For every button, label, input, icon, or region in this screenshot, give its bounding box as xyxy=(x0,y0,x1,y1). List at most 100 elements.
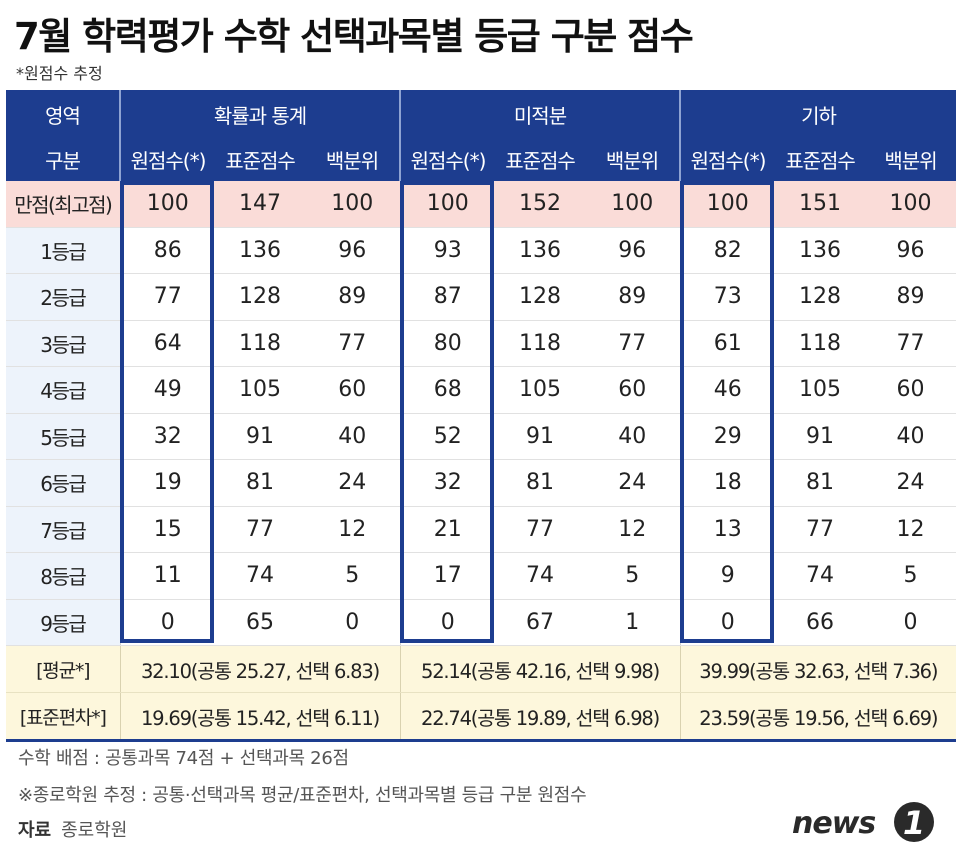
full-score-row: 만점(최고점) 100 147 100 100 152 100 100 151 100 xyxy=(6,181,957,228)
subcol-standard: 표준점수 xyxy=(495,138,585,181)
score-cell: 91 xyxy=(495,413,585,460)
subcol-raw: 원점수(*) xyxy=(679,138,776,181)
score-cell: 11 xyxy=(119,552,215,600)
row-label: 4등급 xyxy=(6,366,120,414)
footnote-estimate: ※종로학원 추정 : 공통·선택과목 평균/표준편차, 선택과목별 등급 구분 … xyxy=(18,785,587,806)
row-label: 3등급 xyxy=(6,320,120,367)
score-cell: 86 xyxy=(119,227,215,274)
score-cell: 1 xyxy=(585,599,681,646)
score-cell: 118 xyxy=(775,320,866,367)
row-label: 1등급 xyxy=(6,227,120,274)
score-cell: 96 xyxy=(865,227,957,274)
score-cell: 66 xyxy=(775,599,866,646)
score-cell: 91 xyxy=(215,413,305,460)
score-cell: 0 xyxy=(119,599,215,646)
summary-label: [평균*] xyxy=(6,645,120,693)
summary-cell: 52.14(공통 42.16, 선택 9.98) xyxy=(399,645,681,693)
score-cell: 128 xyxy=(775,273,866,321)
grade-row: 4등급 49 105 60 68 105 60 46 105 60 xyxy=(6,366,957,414)
score-cell: 128 xyxy=(215,273,305,321)
raw-score-note: *원점수 추정 xyxy=(16,64,103,83)
score-cell: 100 xyxy=(119,181,215,228)
score-cell: 40 xyxy=(585,413,681,460)
score-cell: 52 xyxy=(399,413,495,460)
score-cell: 73 xyxy=(679,273,776,321)
score-cell: 105 xyxy=(215,366,305,414)
score-cell: 81 xyxy=(215,459,305,507)
score-cell: 0 xyxy=(865,599,957,646)
score-cell: 68 xyxy=(399,366,495,414)
score-cell: 100 xyxy=(679,181,776,228)
score-cell: 80 xyxy=(399,320,495,367)
score-cell: 74 xyxy=(775,552,866,600)
subcol-standard: 표준점수 xyxy=(775,138,866,181)
score-cell: 0 xyxy=(305,599,400,646)
score-cell: 77 xyxy=(119,273,215,321)
score-cell: 60 xyxy=(865,366,957,414)
score-cell: 128 xyxy=(495,273,585,321)
score-cell: 40 xyxy=(865,413,957,460)
subcol-percentile: 백분위 xyxy=(305,138,400,181)
score-cell: 61 xyxy=(679,320,776,367)
score-cell: 0 xyxy=(399,599,495,646)
summary-cell: 19.69(공통 15.42, 선택 6.11) xyxy=(119,692,400,742)
grade-row: 9등급 0 65 0 0 67 1 0 66 0 xyxy=(6,599,957,646)
average-row: [평균*] 32.10(공통 25.27, 선택 6.83) 52.14(공통 42… xyxy=(6,645,957,693)
score-cell: 24 xyxy=(305,459,400,507)
header-row-label: 구분 xyxy=(6,138,120,181)
row-label: 9등급 xyxy=(6,599,120,646)
score-cell: 5 xyxy=(865,552,957,600)
score-cell: 5 xyxy=(585,552,681,600)
score-cell: 12 xyxy=(305,506,400,553)
subject-header-calculus: 미적분 xyxy=(398,90,681,138)
score-cell: 151 xyxy=(775,181,866,228)
score-cell: 64 xyxy=(119,320,215,367)
grade-rows: 만점(최고점) 100 147 100 100 152 100 100 151 100 1등급 86 1… xyxy=(6,181,957,646)
std-dev-row: [표준편차*] 19.69(공통 15.42, 선택 6.11) 22.74(공통 … xyxy=(6,692,957,742)
score-cell: 60 xyxy=(305,366,400,414)
row-label: 7등급 xyxy=(6,506,120,553)
score-cell: 96 xyxy=(305,227,400,274)
footnote-scoring: 수학 배점 : 공통과목 74점 + 선택과목 26점 xyxy=(18,748,349,769)
row-label: 6등급 xyxy=(6,459,120,507)
score-cell: 91 xyxy=(775,413,866,460)
score-cell: 0 xyxy=(679,599,776,646)
grade-row: 1등급 86 136 96 93 136 96 82 136 96 xyxy=(6,227,957,274)
score-cell: 18 xyxy=(679,459,776,507)
score-cell: 87 xyxy=(399,273,495,321)
grade-row: 3등급 64 118 77 80 118 77 61 118 77 xyxy=(6,320,957,367)
score-cell: 77 xyxy=(305,320,400,367)
score-cell: 24 xyxy=(585,459,681,507)
score-cell: 89 xyxy=(865,273,957,321)
score-cell: 105 xyxy=(775,366,866,414)
score-cell: 77 xyxy=(585,320,681,367)
subcol-percentile: 백분위 xyxy=(865,138,957,181)
score-cell: 29 xyxy=(679,413,776,460)
grade-row: 5등급 32 91 40 52 91 40 29 91 40 xyxy=(6,413,957,460)
grade-row: 6등급 19 81 24 32 81 24 18 81 24 xyxy=(6,459,957,507)
score-cell: 19 xyxy=(119,459,215,507)
row-label: 5등급 xyxy=(6,413,120,460)
score-cell: 118 xyxy=(215,320,305,367)
subcol-standard: 표준점수 xyxy=(215,138,305,181)
score-cell: 100 xyxy=(865,181,957,228)
news1-logo: news 1 xyxy=(792,802,934,842)
score-cell: 96 xyxy=(585,227,681,274)
score-cell: 147 xyxy=(215,181,305,228)
score-cell: 65 xyxy=(215,599,305,646)
score-cell: 136 xyxy=(775,227,866,274)
score-cell: 12 xyxy=(865,506,957,553)
score-cell: 9 xyxy=(679,552,776,600)
grade-row: 7등급 15 77 12 21 77 12 13 77 12 xyxy=(6,506,957,553)
score-cell: 77 xyxy=(215,506,305,553)
score-cell: 67 xyxy=(495,599,585,646)
source-line: 자료 종로학원 xyxy=(18,816,127,842)
score-cell: 118 xyxy=(495,320,585,367)
score-cell: 17 xyxy=(399,552,495,600)
score-cell: 77 xyxy=(865,320,957,367)
score-cell: 49 xyxy=(119,366,215,414)
score-cell: 105 xyxy=(495,366,585,414)
row-label: 8등급 xyxy=(6,552,120,600)
page-title: 7월 학력평가 수학 선택과목별 등급 구분 점수 xyxy=(14,15,694,58)
source-value: 종로학원 xyxy=(61,820,128,841)
